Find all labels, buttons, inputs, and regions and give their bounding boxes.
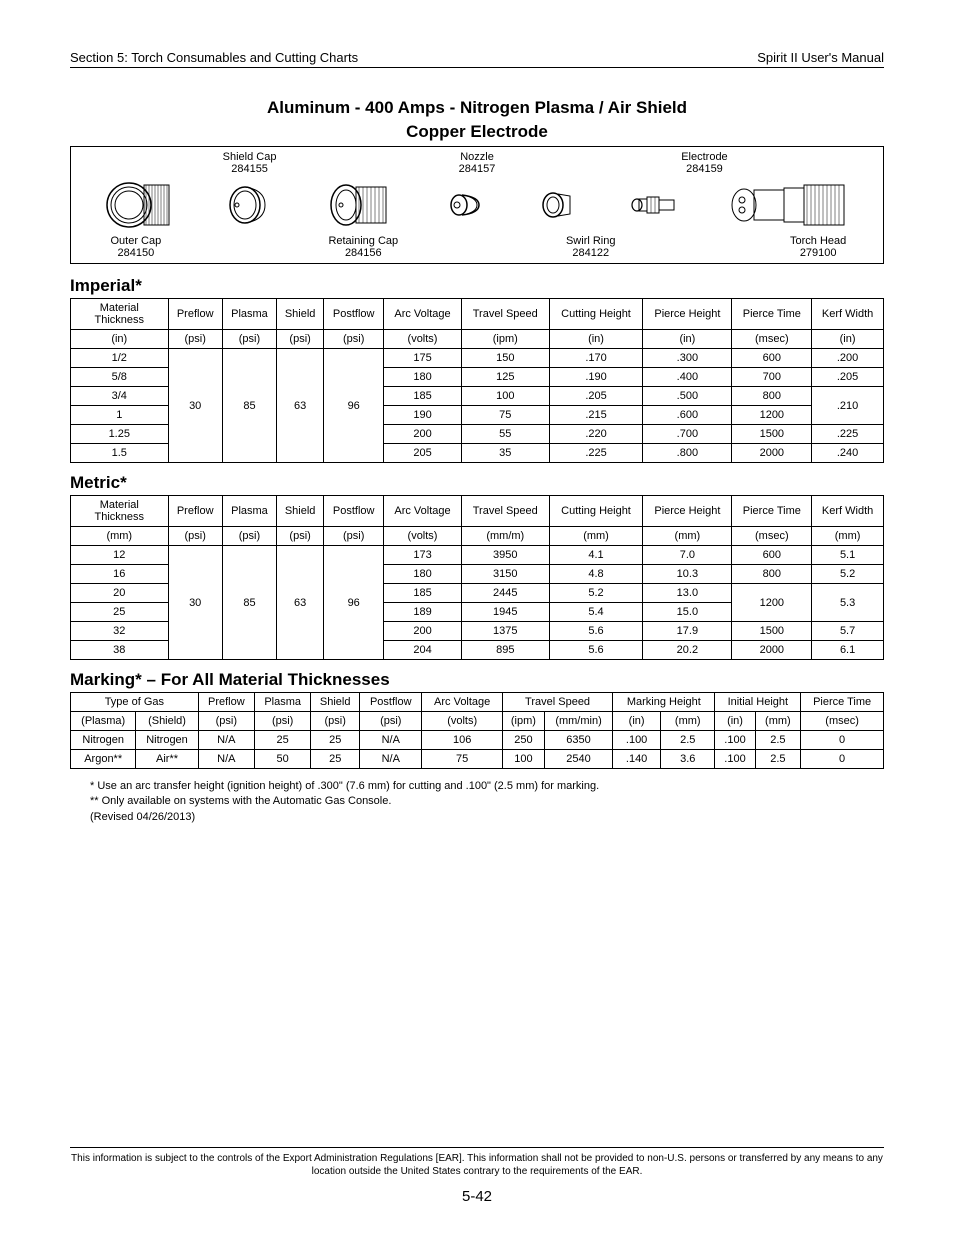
parts-diagram: Shield Cap284155 Nozzle284157 Electrode2…	[70, 146, 884, 264]
marking-heading: Marking* – For All Material Thicknesses	[70, 670, 884, 690]
retaining-cap-icon	[326, 180, 396, 230]
chart-title-2: Copper Electrode	[70, 122, 884, 142]
imperial-table: Material ThicknessPreflowPlasmaShieldPos…	[70, 298, 884, 463]
page-footer: This information is subject to the contr…	[70, 1147, 884, 1205]
note-1: * Use an arc transfer height (ignition h…	[90, 779, 884, 794]
metric-heading: Metric*	[70, 473, 884, 493]
shield-cap-icon	[225, 180, 275, 230]
part-label: Torch Head279100	[761, 235, 875, 259]
note-3: (Revised 04/26/2013)	[90, 810, 884, 825]
part-label: Electrode284159	[648, 151, 762, 175]
page-number: 5-42	[70, 1188, 884, 1205]
footnotes: * Use an arc transfer height (ignition h…	[90, 779, 884, 825]
part-label: Shield Cap284155	[193, 151, 307, 175]
marking-table: Type of GasPreflowPlasmaShieldPostflowAr…	[70, 692, 884, 769]
parts-icons-row	[79, 175, 875, 235]
page-header: Section 5: Torch Consumables and Cutting…	[70, 50, 884, 68]
note-2: ** Only available on systems with the Au…	[90, 794, 884, 809]
part-label: Nozzle284157	[420, 151, 534, 175]
imperial-heading: Imperial*	[70, 276, 884, 296]
nozzle-icon	[447, 185, 487, 225]
outer-cap-icon	[104, 180, 174, 230]
header-right: Spirit II User's Manual	[757, 50, 884, 65]
swirl-ring-icon	[538, 190, 578, 220]
part-label: Swirl Ring284122	[534, 235, 648, 259]
electrode-icon	[629, 193, 679, 218]
header-left: Section 5: Torch Consumables and Cutting…	[70, 50, 358, 65]
metric-table: Material ThicknessPreflowPlasmaShieldPos…	[70, 495, 884, 660]
export-disclaimer: This information is subject to the contr…	[70, 1147, 884, 1178]
chart-title-1: Aluminum - 400 Amps - Nitrogen Plasma / …	[70, 98, 884, 118]
torch-head-icon	[729, 180, 849, 230]
part-label: Outer Cap284150	[79, 235, 193, 259]
part-label: Retaining Cap284156	[306, 235, 420, 259]
